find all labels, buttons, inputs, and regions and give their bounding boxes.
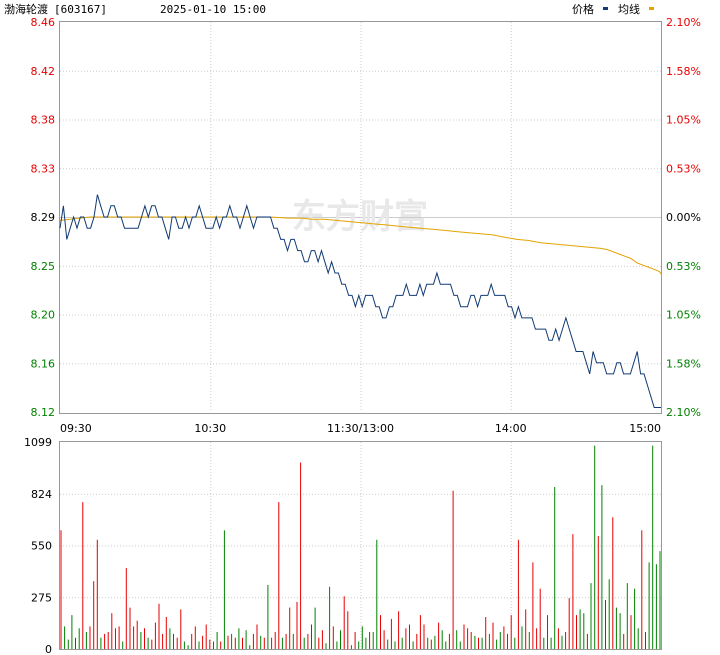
y-axis-price: 8.46 8.42 8.38 8.33 8.29 8.25 8.20 8.16 8.12 xyxy=(31,16,56,419)
volume-bars xyxy=(60,445,661,649)
percent-tick-label: 1.05% xyxy=(666,309,701,322)
y-axis-percent: 2.10% 1.58% 1.05% 0.53% 0.00% 0.53% 1.05% 1.58%… xyxy=(666,16,701,419)
percent-tick-label: 0.00% xyxy=(666,211,701,224)
price-line xyxy=(59,194,661,408)
volume-panel-border xyxy=(59,441,662,650)
percent-tick-label: 0.53% xyxy=(666,260,701,273)
volume-tick-label: 0 xyxy=(45,643,52,655)
x-axis-time: 09:30 10:30 11:30/13:00 14:00 15:00 xyxy=(60,422,661,435)
percent-tick-label: 2.10% xyxy=(666,16,701,29)
price-tick-label: 8.46 xyxy=(31,16,56,29)
time-tick-label: 14:00 xyxy=(495,422,527,435)
price-tick-label: 8.12 xyxy=(31,406,56,419)
price-tick-label: 8.42 xyxy=(31,65,56,78)
volume-tick-label: 275 xyxy=(31,591,52,604)
price-tick-label: 8.25 xyxy=(31,260,56,273)
stock-code: [603167] xyxy=(54,3,107,16)
price-tick-label: 8.33 xyxy=(31,162,56,175)
watermark: 东方财富 xyxy=(292,197,428,237)
price-panel: 东方财富 8.46 8.42 8.38 8.33 8.29 8.25 8.20 8.16 8.1… xyxy=(31,16,701,435)
percent-tick-label: 2.10% xyxy=(666,406,701,419)
legend-avg-label: 均线 xyxy=(618,2,640,16)
chart-timestamp: 2025-01-10 15:00 xyxy=(160,3,266,16)
volume-tick-label: 1099 xyxy=(24,436,52,449)
legend-price-label: 价格 xyxy=(572,2,594,16)
price-tick-label: 8.16 xyxy=(31,357,56,370)
stock-name: 渤海轮渡 xyxy=(4,2,48,16)
percent-tick-label: 0.53% xyxy=(666,162,701,175)
avg-line xyxy=(59,216,662,275)
percent-tick-label: 1.05% xyxy=(666,114,701,127)
volume-tick-label: 824 xyxy=(31,488,52,501)
legend-avg-swatch xyxy=(649,7,654,10)
time-tick-label: 09:30 xyxy=(60,422,92,435)
price-tick-label: 8.29 xyxy=(31,211,56,224)
y-axis-volume: 1099 824 550 275 0 xyxy=(24,436,52,655)
volume-tick-label: 550 xyxy=(31,540,52,553)
price-tick-label: 8.20 xyxy=(31,309,56,322)
time-tick-label: 11:30/13:00 xyxy=(327,422,394,435)
price-tick-label: 8.38 xyxy=(31,114,56,127)
percent-tick-label: 1.58% xyxy=(666,65,701,78)
legend-price-swatch xyxy=(603,7,608,10)
volume-panel: 1099 824 550 275 0 xyxy=(24,436,662,655)
volume-grid xyxy=(60,442,661,649)
time-tick-label: 15:00 xyxy=(629,422,661,435)
price-panel-border xyxy=(59,21,662,414)
percent-tick-label: 1.58% xyxy=(666,357,701,370)
time-tick-label: 10:30 xyxy=(194,422,226,435)
